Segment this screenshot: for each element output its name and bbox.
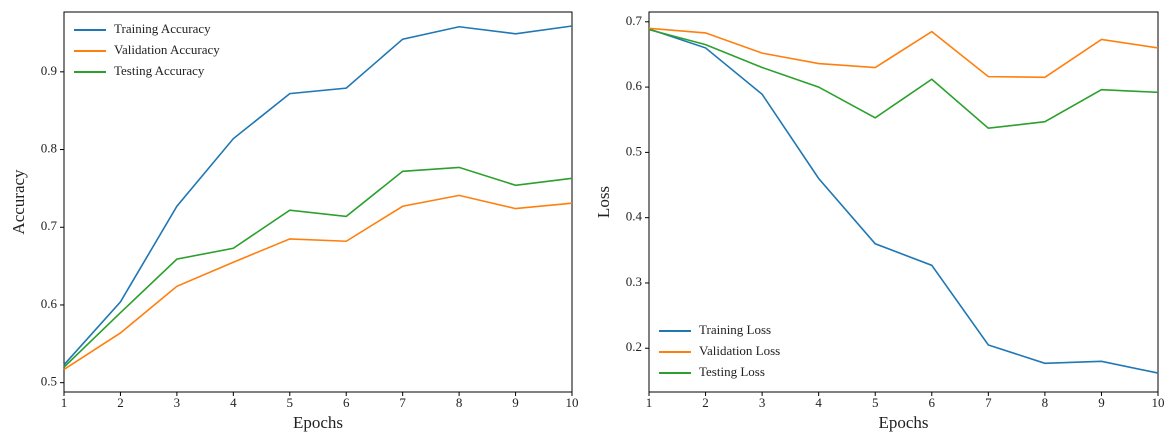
y-tick-label: 0.3 bbox=[626, 274, 642, 289]
x-tick-label: 10 bbox=[566, 395, 579, 410]
legend-label: Testing Accuracy bbox=[114, 63, 205, 78]
x-tick-label: 3 bbox=[759, 395, 766, 410]
x-tick-label: 3 bbox=[174, 395, 181, 410]
y-tick-label: 0.2 bbox=[626, 339, 642, 354]
x-tick-label: 7 bbox=[399, 395, 406, 410]
y-tick-label: 0.5 bbox=[41, 374, 57, 389]
x-tick-label: 2 bbox=[702, 395, 709, 410]
plot-frame bbox=[63, 11, 573, 393]
y-tick-label: 0.5 bbox=[626, 143, 642, 158]
y-tick-label: 0.9 bbox=[41, 63, 57, 78]
x-tick-label: 7 bbox=[985, 395, 992, 410]
x-tick-label: 5 bbox=[287, 395, 294, 410]
x-tick-label: 4 bbox=[230, 395, 237, 410]
series-line bbox=[63, 166, 573, 368]
plot-frame bbox=[648, 11, 1159, 393]
series-line bbox=[63, 25, 573, 366]
x-tick-label: 6 bbox=[343, 395, 350, 410]
x-tick-label: 6 bbox=[929, 395, 936, 410]
legend-label: Testing Loss bbox=[699, 364, 765, 379]
x-tick-label: 8 bbox=[456, 395, 463, 410]
legend-label: Training Accuracy bbox=[114, 21, 211, 36]
y-axis-label: Loss bbox=[594, 186, 613, 218]
series-line bbox=[648, 27, 1159, 79]
y-tick-label: 0.7 bbox=[41, 218, 58, 233]
series-line bbox=[63, 194, 573, 371]
x-axis-label: Epochs bbox=[878, 413, 928, 432]
x-tick-label: 4 bbox=[815, 395, 822, 410]
x-tick-label: 9 bbox=[512, 395, 519, 410]
y-tick-label: 0.6 bbox=[626, 78, 643, 93]
legend-label: Validation Accuracy bbox=[114, 42, 220, 57]
x-tick-label: 2 bbox=[117, 395, 124, 410]
series-line bbox=[648, 28, 1159, 374]
y-tick-label: 0.8 bbox=[41, 141, 57, 156]
y-axis-label: Accuracy bbox=[9, 169, 28, 235]
legend-label: Validation Loss bbox=[699, 343, 780, 358]
series-line bbox=[648, 28, 1159, 130]
y-tick-label: 0.7 bbox=[626, 13, 643, 28]
x-tick-label: 1 bbox=[61, 395, 68, 410]
x-tick-label: 1 bbox=[646, 395, 653, 410]
x-tick-label: 5 bbox=[872, 395, 879, 410]
y-tick-label: 0.4 bbox=[626, 209, 643, 224]
x-axis-label: Epochs bbox=[293, 413, 343, 432]
legend-label: Training Loss bbox=[699, 322, 771, 337]
x-tick-label: 10 bbox=[1152, 395, 1165, 410]
y-tick-label: 0.6 bbox=[41, 296, 58, 311]
x-tick-label: 9 bbox=[1098, 395, 1105, 410]
x-tick-label: 8 bbox=[1042, 395, 1049, 410]
